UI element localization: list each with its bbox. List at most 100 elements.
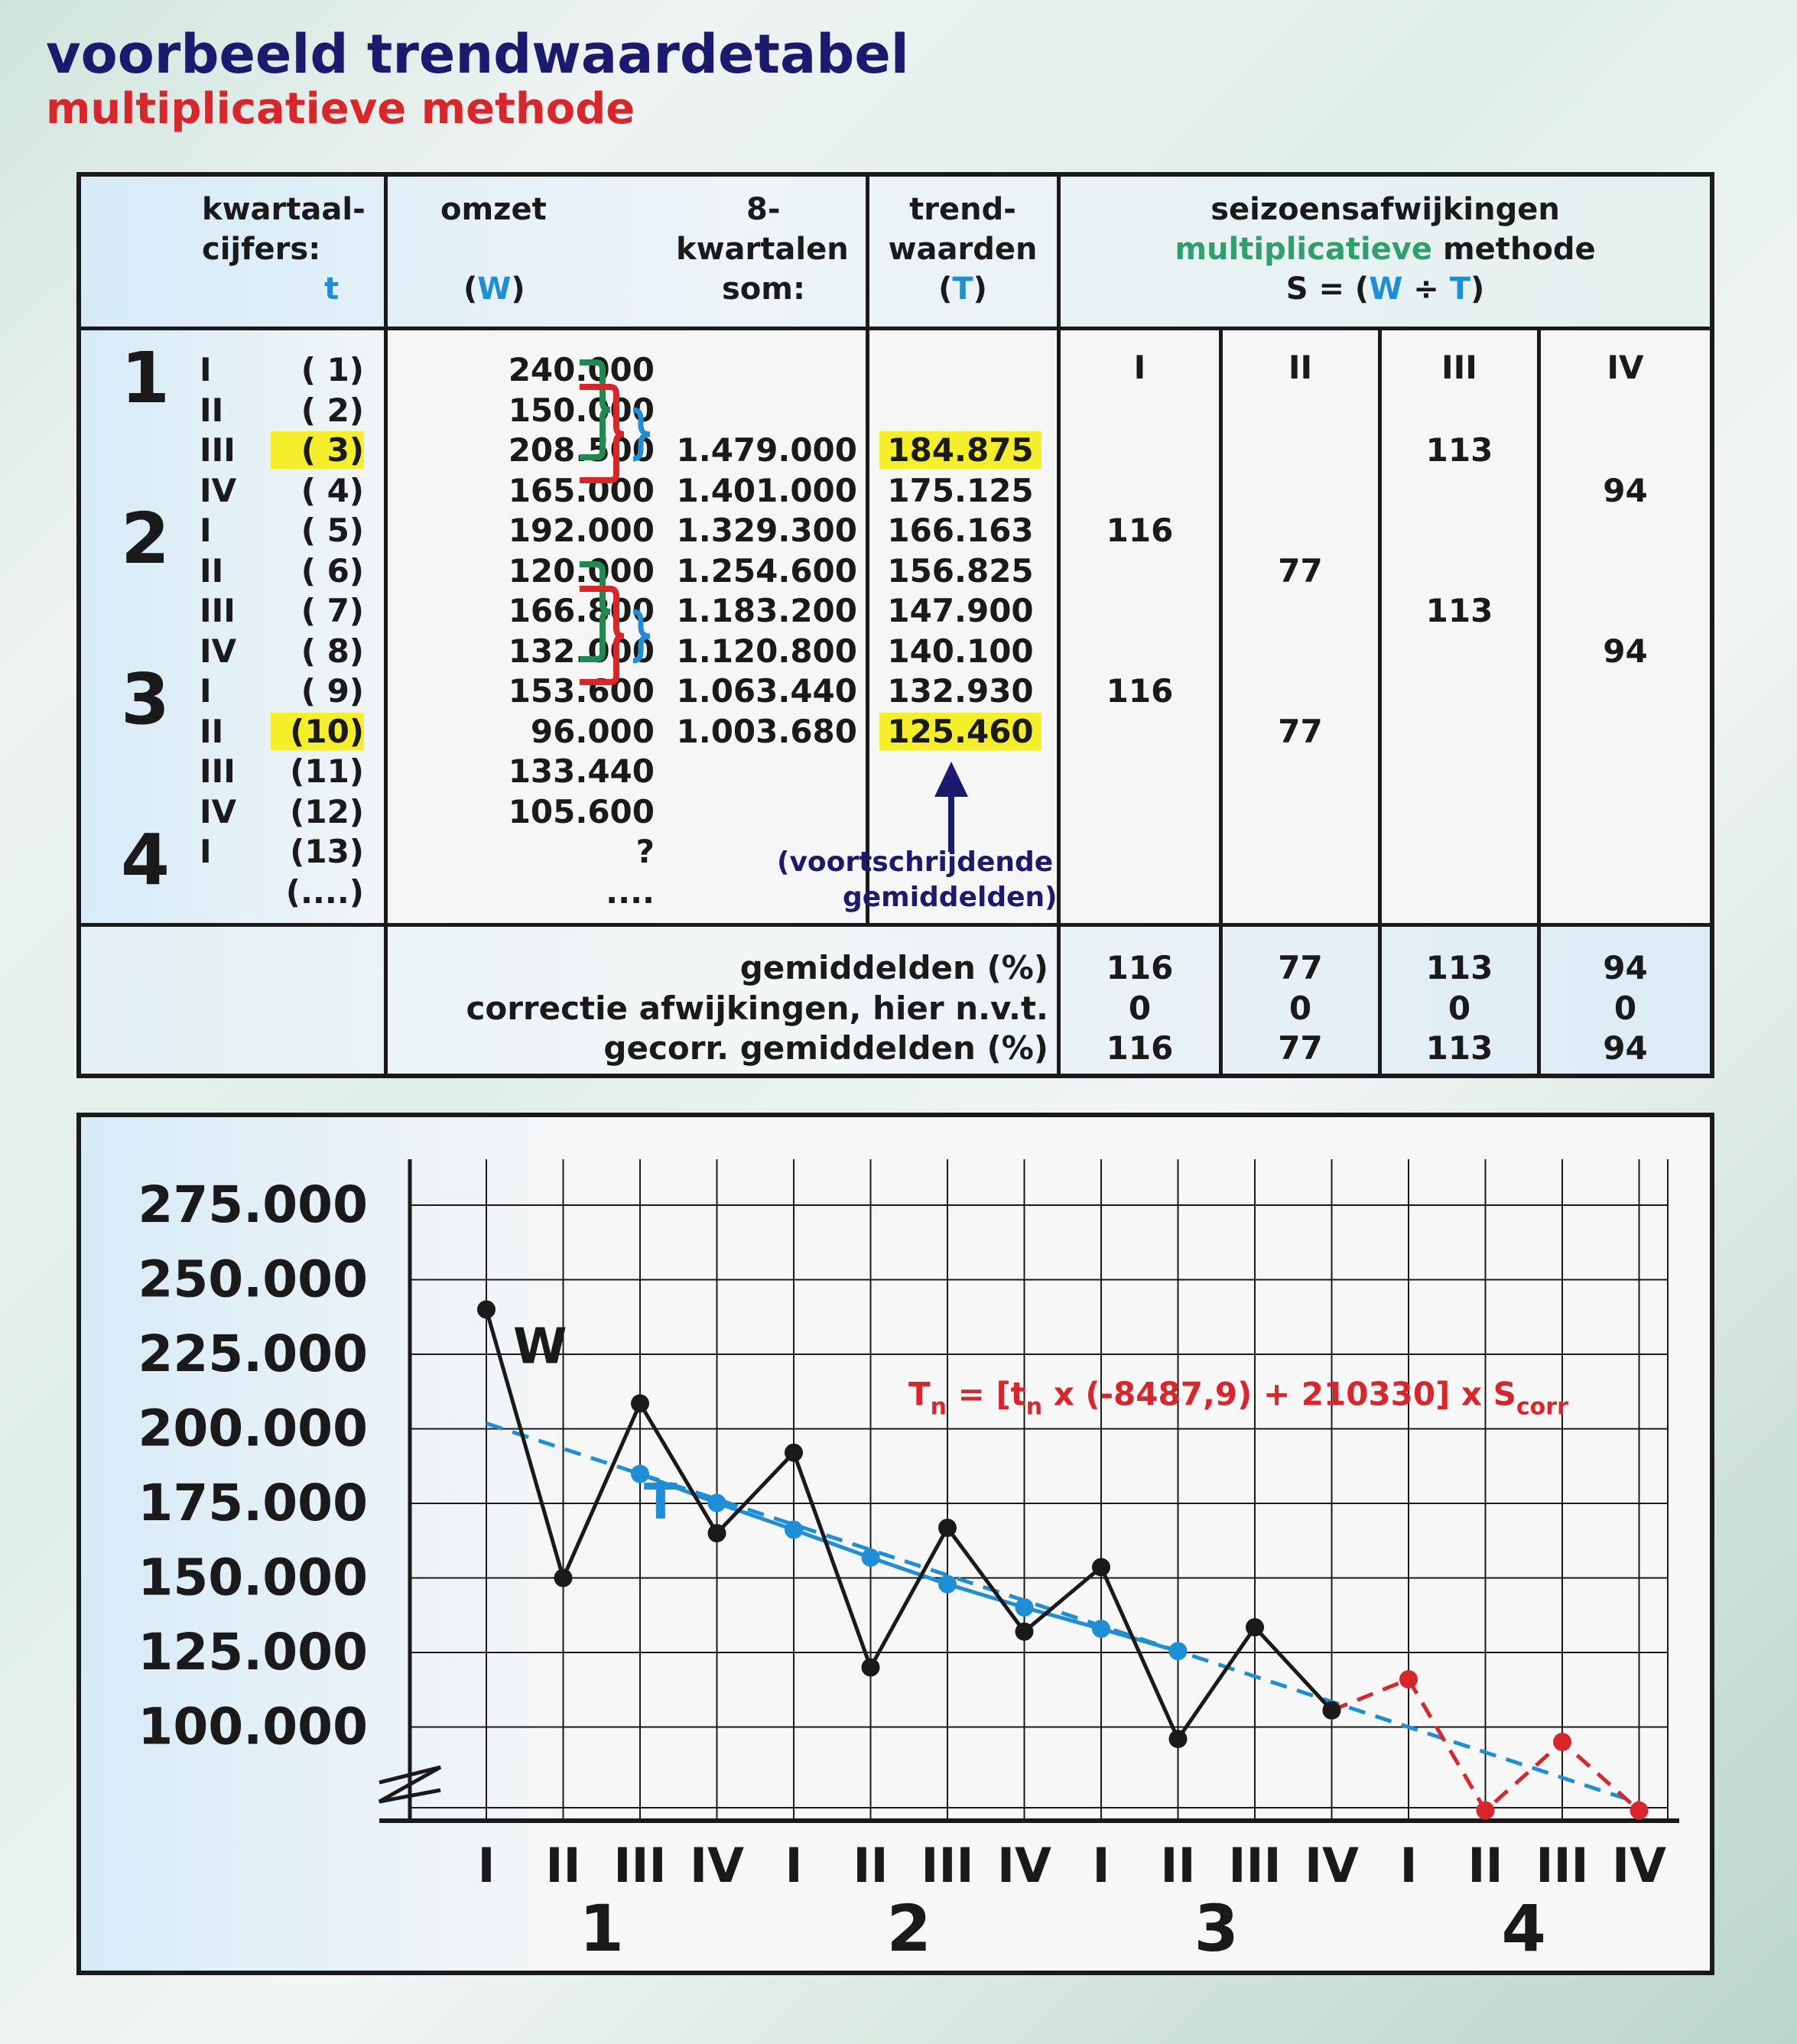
summary-value: 0 [1128, 989, 1152, 1027]
summary-value: 77 [1278, 949, 1323, 986]
formula-w: W [1369, 271, 1403, 307]
formula-s: S = ( [1285, 271, 1370, 307]
axis-break-icon [378, 1765, 442, 1804]
header-seizoen: seizoensafwijkingen [1210, 192, 1560, 227]
trend-line-T-point [861, 1548, 880, 1567]
trend-table: kwartaal- cijfers: t omzet (W) 8- kwarta… [76, 172, 1714, 1078]
header-method-rest: methode [1432, 232, 1596, 267]
x-tick-label: III [1228, 1838, 1281, 1893]
row-som: 1.479.000 [676, 431, 857, 469]
row-quarter: III [200, 592, 236, 629]
row-som: 1.329.300 [676, 512, 857, 549]
row-t-index: ( 2) [301, 391, 364, 429]
formula-t: T [1449, 271, 1470, 307]
series-line-W-point [1092, 1558, 1110, 1577]
row-omzet: 105.600 [508, 792, 655, 830]
summary-value: 116 [1106, 1029, 1174, 1067]
row-t-index: ( 3) [271, 431, 364, 469]
row-t-index: ( 1) [301, 351, 364, 388]
x-tick-label: II [1467, 1838, 1503, 1893]
series-line-W-point [938, 1518, 957, 1537]
row-season-1: 116 [1106, 512, 1174, 549]
year-label-3: 3 [121, 658, 171, 740]
header-omzet-w: (W) [463, 271, 525, 307]
page-title: voorbeeld trendwaardetabel [46, 23, 909, 86]
row-som: 1.183.200 [676, 592, 857, 629]
summary-value: 116 [1106, 949, 1174, 986]
row-trend: 156.825 [887, 551, 1034, 590]
y-tick-label: 200.000 [138, 1399, 368, 1458]
row-omzet: 240.000 [508, 351, 655, 388]
row-trend: 166.163 [887, 512, 1034, 549]
header-trend-2: waarden [888, 232, 1038, 267]
row-trend: 175.125 [887, 471, 1034, 509]
row-som: 1.063.440 [676, 672, 857, 710]
formula-div: ÷ [1402, 271, 1450, 307]
row-season-3: 113 [1425, 592, 1493, 629]
row-quarter: IV [200, 632, 237, 670]
forecast-line-point [1630, 1801, 1649, 1820]
x-tick-label: III [921, 1838, 973, 1893]
header-omzet: omzet [440, 192, 547, 227]
row-quarter: III [200, 752, 236, 790]
row-trend: 147.900 [887, 592, 1034, 629]
season-header-4: IV [1607, 349, 1644, 386]
x-tick-label: IV [997, 1838, 1051, 1893]
x-year-label: 4 [1502, 1891, 1546, 1966]
summary-label: gecorr. gemiddelden (%) [603, 1029, 1048, 1067]
row-omzet: 208.500 [508, 431, 655, 469]
row-season-4: 94 [1603, 471, 1648, 509]
x-tick-label: II [853, 1838, 888, 1893]
y-tick-label: 125.000 [138, 1623, 368, 1682]
series-line-W-point [1246, 1618, 1264, 1637]
y-tick-label: 250.000 [138, 1250, 368, 1309]
grid-line [1537, 328, 1541, 1074]
row-t-index: ( 9) [301, 672, 364, 710]
row-som: 1.003.680 [676, 712, 857, 750]
y-tick-label: 100.000 [138, 1698, 368, 1756]
grid-line [1057, 177, 1061, 1074]
row-trend: 140.100 [887, 632, 1034, 670]
row-t-index: (10) [271, 712, 364, 750]
y-tick-label: 225.000 [138, 1324, 368, 1383]
summary-label: correctie afwijkingen, hier n.v.t. [466, 989, 1048, 1027]
formula-annotation: Tn = [tn x (-8487,9) + 210330] x Scorr [908, 1375, 1568, 1420]
x-tick-label: III [613, 1838, 666, 1893]
row-t-index: ( 4) [301, 471, 364, 509]
note-line-1: (voortschrijdende [777, 847, 1054, 878]
row-quarter: II [200, 391, 224, 429]
series-line-W-point [631, 1394, 649, 1413]
summary-value: 94 [1603, 949, 1648, 986]
series-line-W-point [554, 1568, 573, 1587]
series-line-W-point [477, 1300, 496, 1319]
note-line-2: gemiddelden) [843, 882, 1058, 913]
row-t-index: (13) [290, 833, 364, 870]
trend-line-T-point [631, 1464, 649, 1483]
series-line-W-point [1168, 1730, 1188, 1749]
trend-line-T-point [707, 1493, 726, 1513]
row-omzet: 192.000 [508, 512, 655, 549]
series-line-W-point [1015, 1622, 1034, 1641]
row-t-index: ( 7) [301, 592, 364, 629]
row-som: 1.401.000 [676, 471, 857, 509]
x-tick-label: II [1160, 1838, 1195, 1893]
header-trend: trend- [909, 192, 1016, 227]
trend-line-T [639, 1472, 1179, 1653]
header-som-1: 8- [746, 192, 781, 227]
x-tick-label: I [785, 1838, 802, 1893]
row-t-index: (12) [290, 792, 364, 830]
row-omzet: ? [635, 833, 655, 870]
header-t: t [324, 271, 340, 307]
x-tick-label: IV [690, 1838, 744, 1893]
header-method-green: multiplicatieve [1175, 232, 1433, 267]
x-tick-label: III [1535, 1838, 1588, 1893]
summary-value: 94 [1603, 1029, 1648, 1067]
header-som-2: kwartalen [676, 232, 849, 267]
header-som-3: som: [722, 271, 805, 307]
grid-line [384, 177, 388, 1074]
y-tick-label: 275.000 [138, 1175, 368, 1234]
series-line-W-point [861, 1658, 880, 1677]
x-tick-label: IV [1612, 1838, 1666, 1893]
series-label-w: W [513, 1319, 567, 1376]
row-season-2: 77 [1278, 712, 1323, 750]
